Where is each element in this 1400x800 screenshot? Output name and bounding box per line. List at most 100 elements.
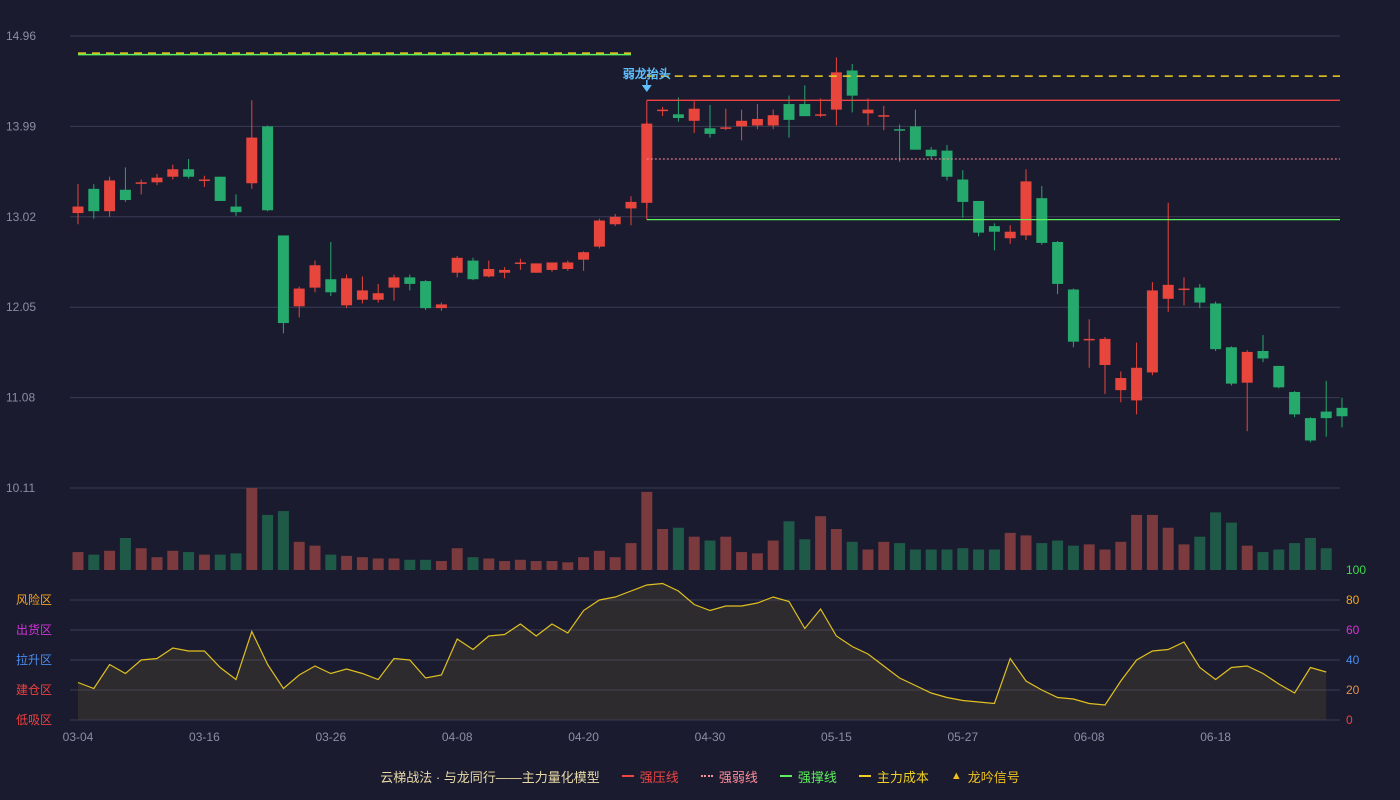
candle-body: [1194, 287, 1206, 303]
candle-body: [214, 176, 226, 201]
candle-body: [704, 128, 716, 134]
volume-bar: [1083, 544, 1095, 570]
candle-body: [894, 129, 906, 131]
volume-bar: [1178, 544, 1190, 570]
volume-bar: [862, 549, 874, 570]
candle-body: [973, 200, 985, 233]
volume-bar: [830, 529, 842, 570]
volume-bar: [1289, 543, 1301, 570]
date-tick-label: 03-04: [63, 730, 94, 744]
zone-label: 拉升区: [16, 652, 52, 667]
candle-body: [1162, 284, 1174, 299]
candle-body: [356, 290, 368, 300]
volume-bar: [957, 548, 969, 570]
candle-body: [862, 109, 874, 114]
volume-bar: [672, 527, 684, 570]
candle-body: [672, 114, 684, 119]
candle-body: [1131, 367, 1143, 401]
candle-body: [1067, 289, 1079, 342]
candle-body: [941, 150, 953, 177]
volume-bar: [704, 540, 716, 570]
candle-body: [198, 179, 210, 182]
candle-body: [1241, 351, 1253, 383]
candle-body: [167, 169, 179, 177]
price-tick-label: 13.02: [6, 210, 36, 224]
volume-bar: [356, 557, 368, 570]
volume-bar: [1036, 543, 1048, 570]
candle-body: [119, 189, 131, 201]
candle-body: [1304, 418, 1316, 441]
candle-body: [609, 216, 621, 225]
osc-tick-label: 100: [1346, 563, 1366, 577]
chart-legend: 云梯战法 · 与龙同行——主力量化模型 强压线 强弱线 强撑线 主力成本 ▲ 龙吟…: [0, 766, 1400, 786]
volume-bar: [293, 541, 305, 570]
volume-bar: [1004, 532, 1016, 570]
osc-tick-label: 60: [1346, 623, 1360, 637]
volume-bar: [1194, 536, 1206, 570]
date-tick-label: 05-15: [821, 730, 852, 744]
volume-bar: [104, 550, 116, 570]
volume-bar: [467, 557, 479, 570]
candle-body: [135, 182, 147, 184]
volume-bar: [1225, 522, 1237, 570]
volume-bar: [167, 550, 179, 570]
candle-body: [183, 169, 195, 177]
candle-body: [799, 104, 811, 117]
candle-body: [88, 188, 100, 212]
candle-body: [151, 177, 163, 183]
candle-body: [925, 149, 937, 157]
legend-swatch: [858, 775, 871, 777]
volume-bar: [388, 558, 400, 570]
candle-body: [688, 108, 700, 121]
candle-body: [593, 220, 605, 247]
candle-body: [720, 127, 732, 129]
oscillator-area: [78, 583, 1327, 720]
candle-body: [1036, 198, 1048, 243]
volume-bar: [277, 511, 289, 570]
candle-body: [783, 104, 795, 120]
arrow-down-icon: [641, 85, 652, 92]
volume-bar: [909, 549, 921, 570]
annotation-label: 弱龙抬头: [623, 66, 671, 81]
date-tick-label: 03-26: [315, 730, 346, 744]
candle-body: [1020, 181, 1032, 236]
volume-bar: [341, 555, 353, 570]
volume-bar: [514, 559, 526, 570]
candle-body: [72, 206, 84, 214]
candle-body: [1115, 378, 1127, 391]
volume-bar: [973, 549, 985, 570]
volume-bar: [420, 559, 432, 570]
osc-tick-label: 0: [1346, 713, 1353, 727]
price-axis: 14.96 13.99 13.02 12.05 11.08 10.11: [6, 29, 36, 495]
volume-bar: [641, 491, 653, 570]
volume-bar: [593, 550, 605, 570]
volume-bar: [767, 540, 779, 570]
volume-bar: [815, 516, 827, 570]
volume-bar: [1162, 527, 1174, 570]
legend-swatch: [700, 775, 713, 777]
osc-tick-label: 20: [1346, 683, 1360, 697]
volume-bar: [1320, 548, 1332, 570]
volume-bar: [214, 554, 226, 570]
volume-bar: [1273, 549, 1285, 570]
volume-bar: [783, 521, 795, 570]
candle-body: [341, 278, 353, 306]
candle-body: [325, 279, 337, 293]
candle-body: [309, 265, 321, 288]
volume-bar: [435, 561, 447, 570]
legend-dragon-signal: ▲ 龙吟信号: [950, 769, 1020, 785]
volume-bar: [1304, 537, 1316, 570]
volume-bar: [925, 549, 937, 570]
candle-body: [909, 126, 921, 150]
candle-body: [514, 262, 526, 264]
legend-strong-support: 强撑线: [779, 767, 837, 786]
volume-bar: [894, 543, 906, 570]
volume-bar: [1115, 541, 1127, 570]
candle-body: [830, 72, 842, 110]
candle-body: [372, 293, 384, 300]
candle-body: [988, 226, 1000, 232]
candle-body: [1004, 231, 1016, 239]
candle-body: [578, 252, 590, 260]
volume-bar: [404, 559, 416, 570]
